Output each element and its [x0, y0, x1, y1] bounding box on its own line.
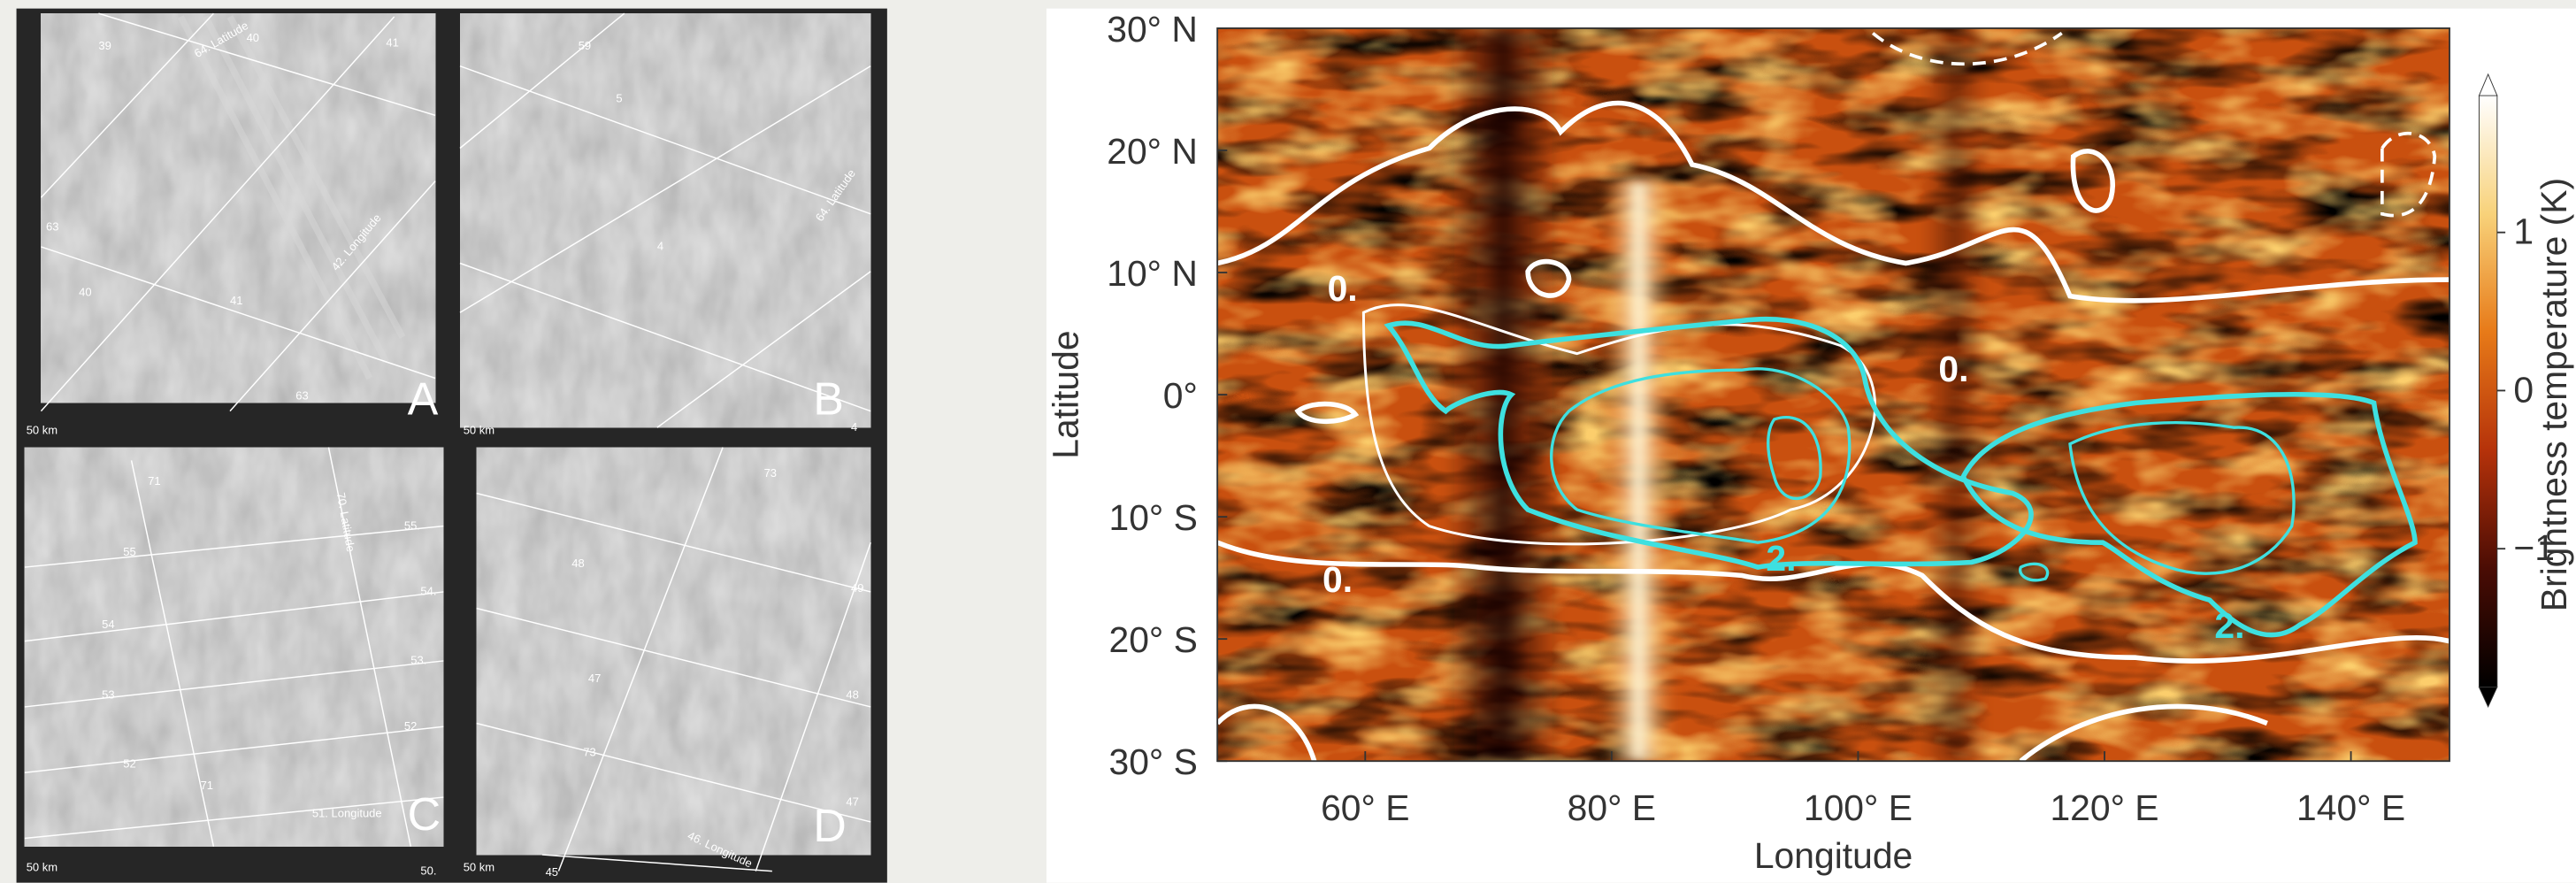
grid-label: 4 — [851, 420, 857, 434]
photo-d — [477, 448, 871, 871]
y-tick-label: 10° N — [1107, 253, 1198, 294]
x-tick-label: 100° E — [1804, 787, 1913, 828]
y-tick-label: 30° N — [1107, 9, 1198, 50]
grid-label: 49 — [851, 581, 863, 595]
photo-c — [25, 448, 444, 847]
figure: 39 40 41 63 40 41 64. Latitude 42. Longi… — [0, 0, 2576, 883]
y-tick-label: 30° S — [1108, 741, 1197, 782]
grid-label: 50. — [420, 864, 436, 877]
panel-label: D — [813, 801, 847, 852]
grid-label: 53 — [102, 688, 114, 702]
contour-label: 0. — [1322, 559, 1353, 600]
grid-label: 40 — [79, 286, 91, 299]
scale-label: 50 km — [27, 861, 58, 874]
contour-label: 0. — [1328, 268, 1358, 309]
grid-label: 71 — [148, 474, 160, 488]
grid-label: 4 — [657, 240, 663, 253]
colorbar-tick-label: 1 — [2513, 211, 2534, 252]
photo-a — [41, 13, 435, 411]
contour-label: 0. — [1938, 349, 1968, 389]
grid-label: 45 — [546, 865, 558, 879]
grid-label: 73 — [583, 746, 595, 759]
x-tick-label: 140° E — [2296, 787, 2405, 828]
contour-label: 2. — [2214, 605, 2244, 646]
y-tick-label: 20° S — [1108, 619, 1197, 660]
grid-label: 54. — [420, 585, 436, 598]
grid-label: 48 — [571, 557, 584, 570]
panel-label: B — [813, 373, 844, 425]
colorbar — [2479, 96, 2496, 687]
y-tick-label: 10° S — [1108, 497, 1197, 538]
grid-label: 63 — [295, 389, 308, 403]
grid-label: 59 — [579, 39, 591, 52]
grid-label: 55. — [404, 518, 420, 532]
x-axis-label: Longitude — [1754, 835, 1913, 876]
x-tick-label: 80° E — [1568, 787, 1656, 828]
x-tick-label: 60° E — [1321, 787, 1409, 828]
scale-label: 50 km — [27, 424, 58, 437]
grid-label: 47 — [846, 795, 858, 808]
grid-label: 73 — [764, 466, 777, 480]
grid-label: 5 — [616, 92, 622, 105]
grid-label: 51. Longitude — [312, 806, 382, 819]
scale-label: 50 km — [464, 424, 494, 437]
grid-label: 55 — [123, 545, 135, 558]
grid-label: 52. — [404, 719, 420, 733]
x-tick-label: 120° E — [2050, 787, 2158, 828]
grid-label: 41 — [386, 35, 398, 49]
grid-label: 39 — [98, 39, 111, 52]
y-tick-label: 20° N — [1107, 131, 1198, 172]
grid-label: 71 — [201, 779, 213, 792]
grid-label: 53. — [410, 654, 426, 667]
grid-label: 63 — [46, 219, 58, 233]
grid-label: 54 — [102, 618, 114, 631]
panel-label: C — [408, 789, 441, 841]
scale-label: 50 km — [464, 861, 494, 874]
grid-label: 47 — [588, 672, 601, 685]
grid-label: 52 — [123, 757, 135, 771]
grid-label: 40 — [247, 31, 259, 44]
photo-b — [460, 13, 870, 427]
heatmap: 0. 0. 0. 2. 2. — [1217, 28, 2450, 761]
contour-label: 2. — [1766, 538, 1796, 579]
panel-label: A — [408, 373, 439, 425]
y-axis-label: Latitude — [1045, 330, 1085, 458]
colorbar-tick-label: 0 — [2513, 369, 2534, 410]
grid-label: 48 — [846, 688, 858, 702]
y-tick-label: 0° — [1163, 375, 1198, 416]
grid-label: 41 — [230, 294, 242, 307]
page: 39 40 41 63 40 41 64. Latitude 42. Longi… — [0, 0, 2576, 883]
colorbar-tick-label: −1 — [2513, 527, 2555, 568]
